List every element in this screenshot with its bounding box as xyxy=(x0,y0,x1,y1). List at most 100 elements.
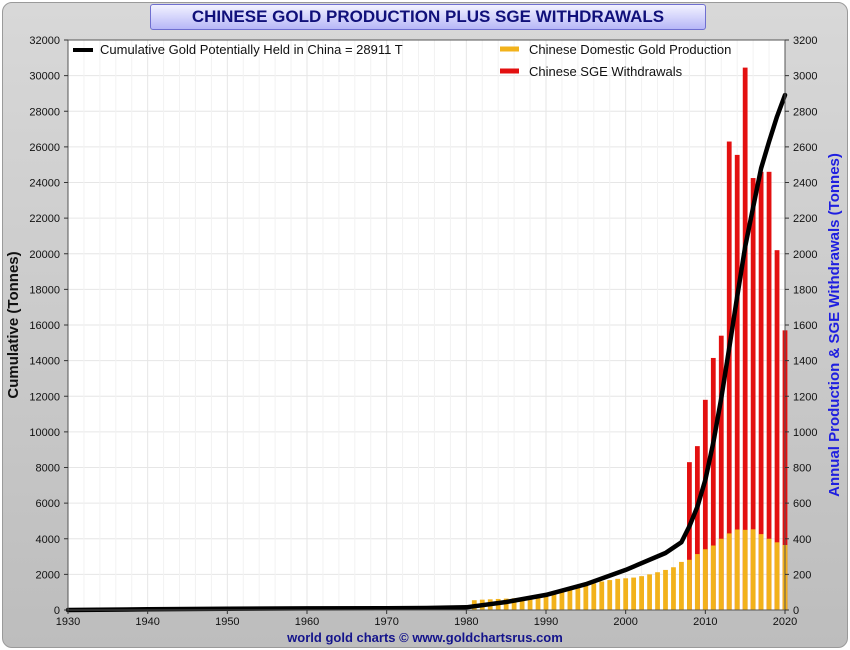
x-tick-label: 2000 xyxy=(613,616,637,628)
y-tick-label-right: 2200 xyxy=(793,213,817,225)
cumulative-line xyxy=(65,92,788,613)
y-tick-label-left: 24000 xyxy=(29,178,60,190)
y-tick-label-right: 2400 xyxy=(793,178,817,190)
production-bar xyxy=(615,578,621,610)
x-tick-label: 1960 xyxy=(295,616,319,628)
y-tick-label-left: 18000 xyxy=(29,284,60,296)
sge-bar xyxy=(750,178,756,610)
y-tick-label-right: 0 xyxy=(793,605,799,617)
production-bar xyxy=(543,593,549,610)
production-bar xyxy=(655,572,660,610)
y-tick-label-right: 200 xyxy=(793,569,811,581)
legend-label-cumulative: Cumulative Gold Potentially Held in Chin… xyxy=(100,42,403,57)
x-tick-label: 1990 xyxy=(534,616,558,628)
bars-group xyxy=(471,67,788,610)
production-bar xyxy=(702,549,708,610)
production-bar xyxy=(671,567,676,610)
y-tick-label-right: 1200 xyxy=(793,391,817,403)
axis-ticks: 0200040006000800010000120001400016000180… xyxy=(29,35,817,628)
y-tick-label-left: 22000 xyxy=(29,213,60,225)
sge-bar xyxy=(702,399,708,610)
y-tick-label-right: 2600 xyxy=(793,142,817,154)
sge-bar xyxy=(742,67,748,610)
footer-credit: world gold charts © www.goldchartsrus.co… xyxy=(287,630,563,645)
production-bar xyxy=(623,578,629,610)
y-tick-label-right: 2000 xyxy=(793,249,817,261)
sge-bar xyxy=(766,171,772,610)
y-tick-label-left: 10000 xyxy=(29,427,60,439)
y-tick-label-left: 16000 xyxy=(29,320,60,332)
production-bar xyxy=(647,574,652,610)
production-bar xyxy=(774,542,780,610)
y-tick-label-left: 4000 xyxy=(36,534,60,546)
production-bar xyxy=(583,585,589,610)
x-tick-label: 2010 xyxy=(693,616,717,628)
x-tick-label: 2020 xyxy=(773,616,797,628)
x-tick-label: 1970 xyxy=(374,616,398,628)
sge-bar xyxy=(726,141,732,610)
production-bar xyxy=(766,538,772,610)
production-bar xyxy=(511,598,517,610)
production-bar xyxy=(750,529,756,610)
y-tick-label-right: 1800 xyxy=(793,284,817,296)
sge-bar xyxy=(734,154,740,610)
y-axis-label-right: Annual Production & SGE Withdrawals (Ton… xyxy=(826,153,843,497)
x-tick-label: 1980 xyxy=(454,616,478,628)
production-bar xyxy=(639,576,644,610)
y-tick-label-left: 0 xyxy=(54,605,60,617)
y-tick-label-right: 2800 xyxy=(793,106,817,118)
x-tick-label: 1940 xyxy=(135,616,159,628)
y-tick-label-left: 14000 xyxy=(29,356,60,368)
production-bar xyxy=(519,597,525,610)
y-tick-label-right: 400 xyxy=(793,534,811,546)
sge-bar xyxy=(694,446,700,610)
y-tick-label-left: 20000 xyxy=(29,249,60,261)
production-bar xyxy=(663,569,668,610)
y-tick-label-left: 2000 xyxy=(36,569,60,581)
chart-title: CHINESE GOLD PRODUCTION PLUS SGE WITHDRA… xyxy=(150,4,706,30)
legend: Cumulative Gold Potentially Held in Chin… xyxy=(73,42,731,79)
production-bar xyxy=(567,588,573,610)
x-tick-label: 1950 xyxy=(215,616,239,628)
y-tick-label-right: 3000 xyxy=(793,71,817,83)
production-bar xyxy=(726,533,732,610)
production-bar xyxy=(527,596,533,610)
y-tick-label-left: 12000 xyxy=(29,391,60,403)
sge-bar xyxy=(774,250,780,610)
production-bar xyxy=(694,554,700,610)
production-bar xyxy=(559,590,565,610)
y-tick-label-left: 28000 xyxy=(29,106,60,118)
y-tick-label-left: 26000 xyxy=(29,142,60,154)
production-bar xyxy=(758,534,764,610)
production-bar xyxy=(535,595,541,610)
legend-label-sge: Chinese SGE Withdrawals xyxy=(529,64,683,79)
x-tick-label: 1930 xyxy=(56,616,80,628)
production-bar xyxy=(591,583,597,610)
production-bar xyxy=(710,545,716,610)
sge-bar xyxy=(718,335,724,610)
y-tick-label-right: 600 xyxy=(793,498,811,510)
y-tick-label-right: 3200 xyxy=(793,35,817,47)
sge-bar xyxy=(687,462,692,610)
production-bar xyxy=(687,559,692,610)
production-bar xyxy=(718,538,724,610)
y-tick-label-right: 1600 xyxy=(793,320,817,332)
y-tick-label-left: 32000 xyxy=(29,35,60,47)
y-tick-label-left: 30000 xyxy=(29,71,60,83)
cumulative-line-group xyxy=(65,92,788,613)
y-axis-label-left: Cumulative (Tonnes) xyxy=(5,251,22,398)
production-bar xyxy=(742,529,748,610)
production-bar xyxy=(631,577,637,610)
y-tick-label-left: 6000 xyxy=(36,498,60,510)
sge-bar xyxy=(710,357,716,610)
legend-label-production: Chinese Domestic Gold Production xyxy=(529,42,731,57)
y-tick-label-right: 1400 xyxy=(793,356,817,368)
production-bar xyxy=(607,580,613,610)
y-tick-label-right: 1000 xyxy=(793,427,817,439)
production-bar xyxy=(734,529,740,610)
production-bar xyxy=(575,586,581,610)
sge-bar xyxy=(758,171,764,610)
production-bar xyxy=(679,561,684,610)
production-bar xyxy=(599,581,605,610)
